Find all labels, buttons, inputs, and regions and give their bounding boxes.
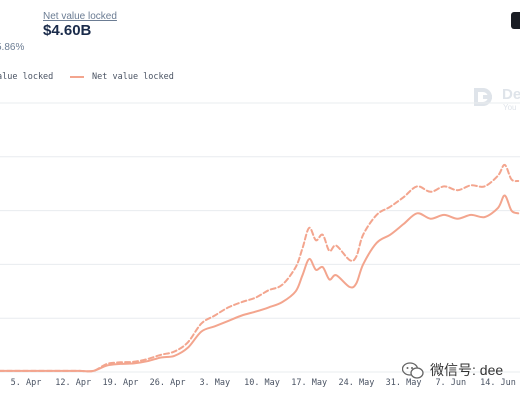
x-tick-label: 10. May — [244, 378, 280, 388]
x-tick-label: 14. Jun — [480, 378, 516, 388]
tvl-change: 5.86% — [0, 42, 25, 53]
nvl-value: $4.60B — [43, 22, 92, 39]
legend-nvl-line — [70, 75, 84, 78]
watermark-sub: You — [503, 103, 517, 112]
x-tick-label: 19. Apr — [102, 378, 138, 388]
wechat-id: 微信号: dee — [430, 362, 504, 378]
x-tick-label: 3. May — [199, 378, 230, 388]
watermark-logo — [474, 88, 492, 106]
legend-tvl-label: alue locked — [0, 72, 54, 82]
x-tick-label: 24. May — [338, 378, 374, 388]
x-tick-label: 26. Apr — [150, 378, 186, 388]
wechat-watermark: 微信号: dee — [402, 360, 503, 380]
x-tick-label: 17. May — [291, 378, 327, 388]
wechat-icon — [402, 362, 424, 379]
x-tick-label: 5. Apr — [11, 378, 42, 388]
legend-item-nvl[interactable]: Net value locked — [70, 72, 174, 84]
legend-item-tvl[interactable]: alue locked — [0, 72, 53, 84]
x-tick-label: 12. Apr — [55, 378, 91, 388]
series-line-net-value-locked — [0, 194, 520, 373]
menu-button[interactable] — [511, 12, 520, 29]
x-tick-label: 31. May — [386, 378, 422, 388]
legend-nvl-label: Net value locked — [92, 72, 174, 82]
watermark-text: De — [502, 86, 520, 103]
series-line-total-value-locked — [0, 163, 520, 373]
x-tick-label: 7. Jun — [435, 378, 466, 388]
nvl-label[interactable]: Net value locked — [43, 11, 117, 22]
